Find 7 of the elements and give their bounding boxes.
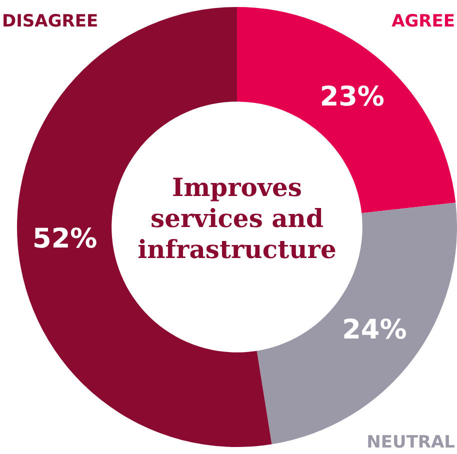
slice-label: AGREE: [392, 11, 455, 32]
text: Improves services and infrastructure: [137, 172, 337, 265]
slice-label: NEUTRAL: [366, 432, 456, 452]
data-label: 52%: [32, 224, 98, 255]
data-label: 23%: [320, 81, 384, 112]
data-label: 24%: [342, 314, 407, 346]
slice-label: DISAGREE: [2, 11, 98, 32]
